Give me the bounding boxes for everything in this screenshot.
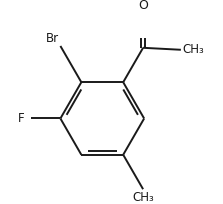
Text: CH₃: CH₃ [132, 191, 154, 204]
Text: O: O [138, 0, 148, 12]
Text: F: F [18, 112, 25, 125]
Text: Br: Br [46, 32, 59, 45]
Text: CH₃: CH₃ [182, 43, 204, 56]
